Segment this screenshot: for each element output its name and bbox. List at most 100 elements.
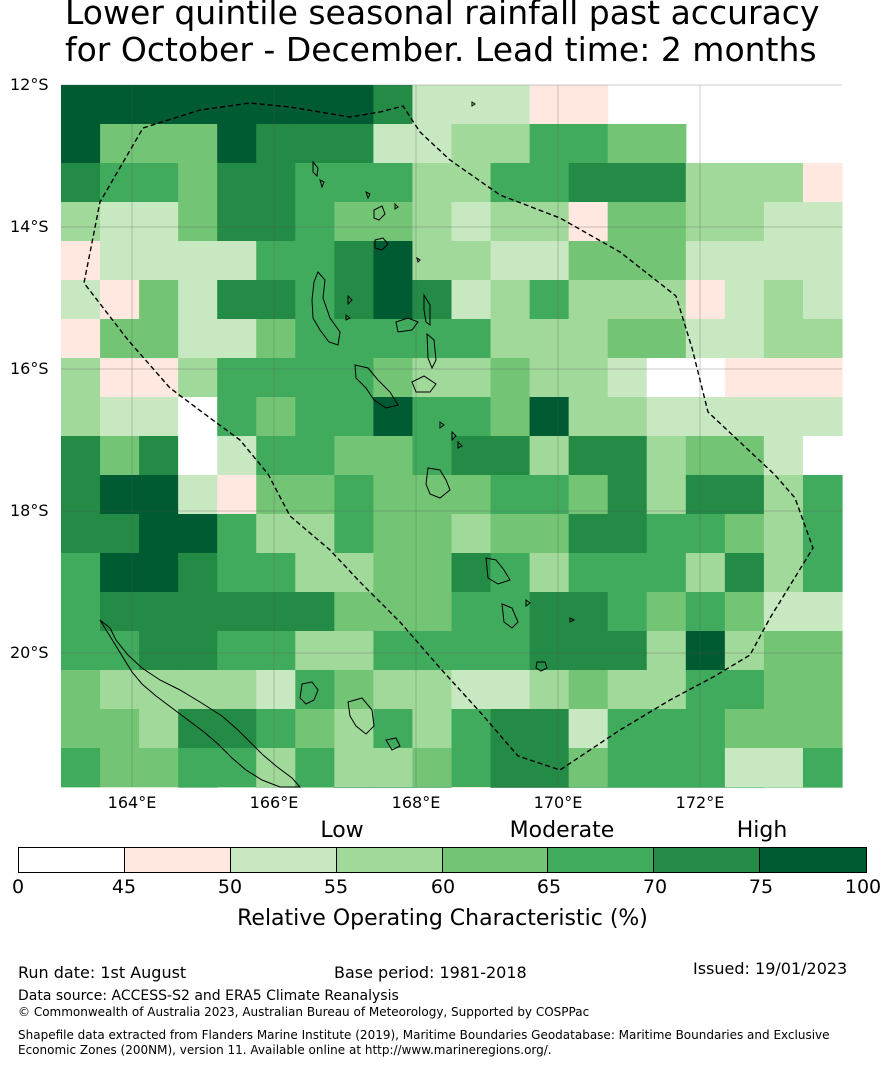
colorbar-segment: [760, 848, 866, 872]
grid-cell: [139, 709, 179, 749]
grid-cell: [646, 397, 687, 437]
grid-cell: [451, 85, 492, 125]
grid-cell: [100, 436, 140, 476]
grid-cell: [178, 670, 218, 710]
grid-cell: [256, 163, 296, 203]
grid-cell: [568, 436, 609, 476]
grid-cell: [646, 358, 687, 398]
grid-cell: [490, 202, 531, 242]
grid-cell: [763, 631, 804, 671]
grid-cell: [100, 358, 140, 398]
grid-cell: [217, 124, 257, 164]
grid-cell: [763, 553, 804, 593]
grid-cell: [490, 85, 531, 125]
colorbar-tick-100: 100: [844, 876, 882, 898]
grid-cell: [334, 85, 374, 125]
grid-cell: [373, 631, 414, 671]
grid-cell: [139, 319, 179, 359]
grid-cell: [451, 553, 492, 593]
grid-cell: [490, 592, 531, 632]
grid-cell: [490, 163, 531, 203]
colorbar-title: Relative Operating Characteristic (%): [237, 906, 648, 931]
grid-cell: [217, 241, 257, 281]
grid-cell: [178, 319, 218, 359]
grid-cell: [802, 553, 843, 593]
grid-cell: [295, 397, 335, 437]
grid-cell: [334, 631, 374, 671]
lat-label-16s: 16°S: [10, 359, 49, 378]
grid-cell: [607, 358, 648, 398]
category-high: High: [736, 818, 788, 843]
grid-cell: [412, 397, 453, 437]
grid-cell: [334, 670, 374, 710]
grid-cell: [451, 592, 492, 632]
grid-cell: [139, 124, 179, 164]
grid-cell: [295, 631, 335, 671]
gaua-island: [374, 237, 389, 251]
grid-cell: [802, 163, 843, 203]
grid-cell: [373, 202, 414, 242]
grid-cell: [685, 280, 726, 320]
grid-cell: [217, 748, 257, 788]
grid-cell: [178, 85, 218, 125]
grid-cell: [256, 124, 296, 164]
grid-cell: [646, 241, 687, 281]
grid-cell: [646, 475, 687, 515]
shapefile-credit-line-2: Economic Zones (200NM), version 11. Avai…: [18, 1043, 552, 1057]
grid-cell: [529, 319, 570, 359]
colorbar-segment: [442, 848, 549, 872]
grid-cell: [139, 592, 179, 632]
grid-cell: [685, 592, 726, 632]
grid-cell: [295, 319, 335, 359]
base-period: Base period: 1981-2018: [334, 963, 527, 982]
grid-cell: [490, 514, 531, 554]
grid-cell: [763, 397, 804, 437]
issued-date: Issued: 19/01/2023: [693, 959, 848, 978]
grid-cell: [529, 514, 570, 554]
espiritu-santo-island: [311, 271, 341, 346]
grid-cell: [373, 358, 414, 398]
grid-cell: [490, 241, 531, 281]
grid-cell: [217, 163, 257, 203]
new-caledonia-mainland: [99, 619, 302, 788]
grid-cell: [256, 436, 296, 476]
grid-cell: [763, 670, 804, 710]
grid-cell: [802, 514, 843, 554]
grid-cell: [451, 670, 492, 710]
grid-cell: [724, 163, 765, 203]
grid-cell: [802, 475, 843, 515]
grid-cell: [646, 748, 687, 788]
grid-cell: [256, 787, 296, 788]
grid-cell: [295, 553, 335, 593]
grid-cell: [373, 592, 414, 632]
grid-cell: [373, 85, 414, 125]
grid-cell: [139, 163, 179, 203]
grid-cell: [529, 670, 570, 710]
grid-cell: [295, 358, 335, 398]
grid-cell: [685, 787, 726, 788]
grid-cell: [451, 787, 492, 788]
grid-cell: [100, 709, 140, 749]
grid-cell: [178, 358, 218, 398]
grid-cell: [568, 202, 609, 242]
grid-cell: [178, 202, 218, 242]
grid-cell: [568, 124, 609, 164]
grid-cell: [334, 748, 374, 788]
maewo-island: [423, 293, 431, 326]
title-line-1: Lower quintile seasonal rainfall past ac…: [65, 0, 820, 32]
grid-cell: [61, 358, 101, 398]
grid-cell: [139, 358, 179, 398]
grid-cell: [373, 787, 414, 788]
grid-cell: [139, 280, 179, 320]
grid-cell: [295, 748, 335, 788]
grid-cell: [763, 163, 804, 203]
grid-cell: [217, 319, 257, 359]
grid-cell: [646, 319, 687, 359]
grid-cell: [295, 202, 335, 242]
grid-cell: [646, 670, 687, 710]
grid-cell: [724, 592, 765, 632]
grid-cell: [334, 436, 374, 476]
grid-cell: [256, 553, 296, 593]
colorbar-segment: [230, 848, 337, 872]
grid-cell: [763, 475, 804, 515]
